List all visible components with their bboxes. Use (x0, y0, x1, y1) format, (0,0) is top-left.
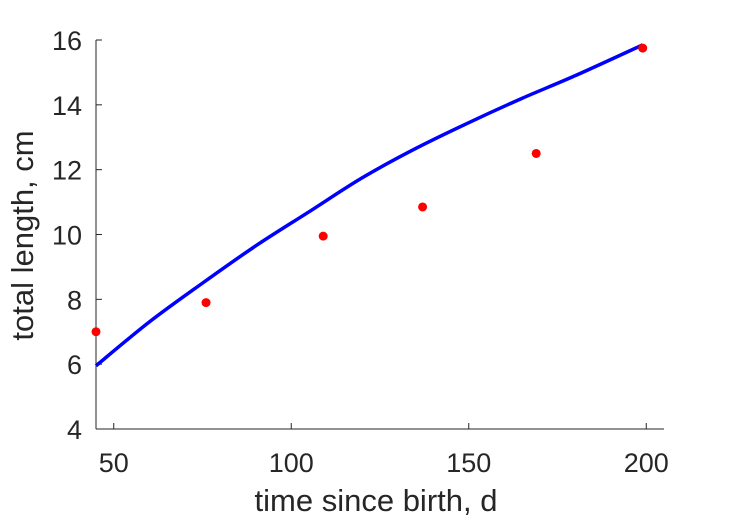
axes (95, 40, 664, 430)
y-tick-label: 10 (52, 221, 82, 251)
x-tick-label: 150 (446, 448, 491, 478)
data-point (638, 43, 648, 53)
y-tick-label: 4 (67, 415, 82, 445)
y-axis-title: total length, cm (5, 130, 40, 340)
data-point (318, 231, 328, 241)
fit-curve-line (94, 43, 644, 368)
y-tick-label: 12 (52, 156, 82, 186)
y-tick-label: 8 (67, 285, 82, 315)
ticks: 4 6 8 10 12 14 16 50 100 150 200 (52, 26, 669, 478)
x-axis-title: time since birth, d (255, 483, 498, 518)
x-tick-label: 50 (99, 448, 129, 478)
data-point (201, 298, 211, 308)
x-tick-label: 100 (269, 448, 314, 478)
series (91, 43, 648, 368)
data-point (418, 202, 428, 212)
x-tick-label: 200 (624, 448, 669, 478)
y-tick-label: 6 (67, 350, 82, 380)
y-tick-label: 16 (52, 26, 82, 56)
data-point (531, 148, 541, 158)
data-point (91, 327, 101, 337)
y-tick-label: 14 (52, 91, 82, 121)
